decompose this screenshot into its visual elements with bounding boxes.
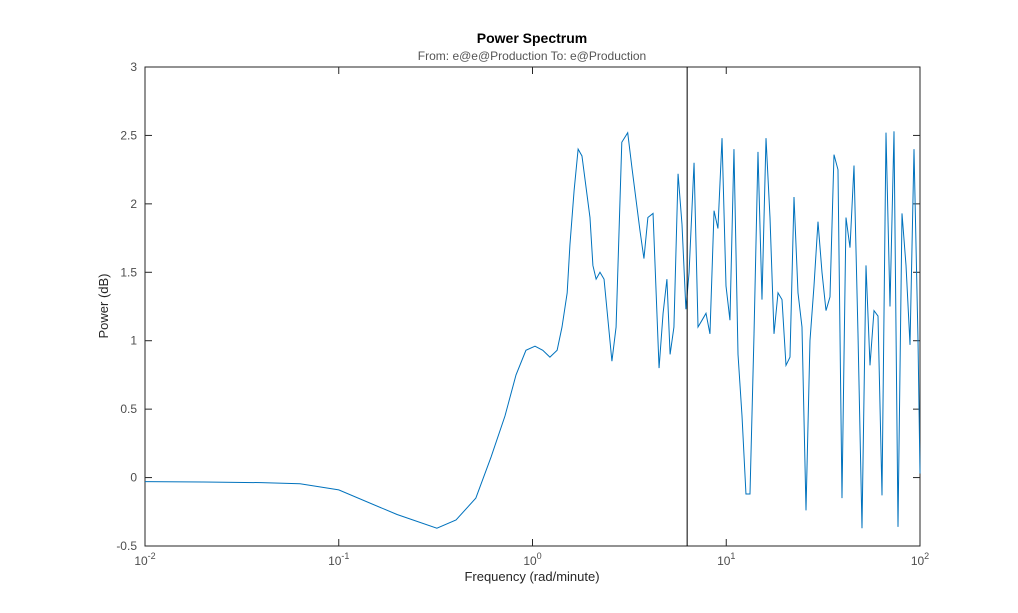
y-axis-label: Power (dB) — [96, 273, 111, 338]
y-tick-label: 0 — [130, 471, 137, 485]
x-tick-exponent: 0 — [537, 551, 542, 561]
y-tick-label: 2.5 — [120, 128, 137, 142]
x-tick-exponent: 2 — [924, 551, 929, 561]
y-tick-label: 2 — [130, 197, 137, 211]
x-tick-exponent: -2 — [148, 551, 156, 561]
y-tick-label: 1 — [130, 334, 137, 348]
x-tick-base: 10 — [328, 554, 342, 568]
x-tick-base: 10 — [911, 554, 925, 568]
x-tick-label: 101 — [717, 551, 735, 568]
x-tick-base: 10 — [717, 554, 731, 568]
x-tick-label: 10-2 — [134, 551, 155, 568]
x-tick-exponent: -1 — [341, 551, 349, 561]
x-tick-exponent: 1 — [730, 551, 735, 561]
x-tick-label: 102 — [911, 551, 929, 568]
data-line — [144, 131, 921, 529]
y-tick-label: 1.5 — [120, 265, 137, 279]
x-tick-label: 100 — [523, 551, 541, 568]
plot-box — [144, 66, 921, 547]
chart-subtitle: From: e@e@Production To: e@Production — [418, 49, 646, 63]
y-tick-label: 3 — [130, 60, 137, 74]
x-tick-base: 10 — [523, 554, 537, 568]
y-tick-label: 0.5 — [120, 402, 137, 416]
x-axis-label: Frequency (rad/minute) — [464, 569, 599, 584]
chart-title: Power Spectrum — [477, 30, 587, 46]
x-tick-base: 10 — [134, 554, 148, 568]
x-tick-label: 10-1 — [328, 551, 349, 568]
y-tick-label: -0.5 — [116, 539, 137, 553]
